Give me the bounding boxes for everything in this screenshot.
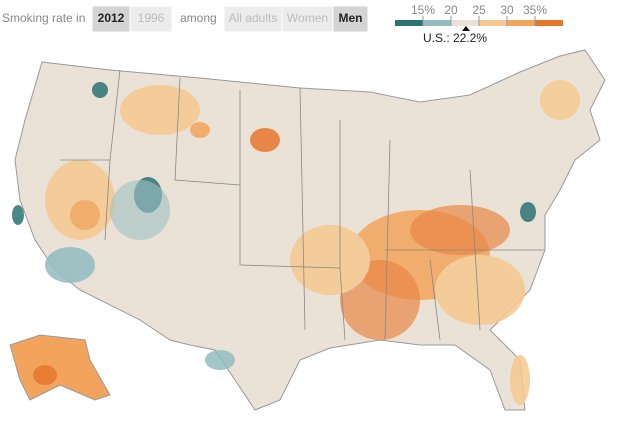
- legend-swatch: [423, 20, 451, 26]
- legend-label: 15%: [411, 3, 435, 17]
- map: [9, 49, 606, 411]
- toggle-button[interactable]: Women: [281, 5, 334, 33]
- us-average: U.S.: 22.2%: [423, 31, 487, 45]
- alaska-outline: [9, 334, 111, 401]
- legend-label: 35%: [523, 3, 547, 17]
- button-label[interactable]: 2012: [98, 11, 125, 25]
- legend-label: 25: [472, 3, 486, 17]
- button-label[interactable]: All adults: [229, 11, 278, 25]
- button-bg[interactable]: [129, 5, 173, 33]
- us-marker: [462, 26, 470, 31]
- legend-swatch: [507, 20, 535, 26]
- legend-label: 20: [444, 3, 458, 17]
- button-label[interactable]: 1996: [138, 11, 165, 25]
- toggle-button[interactable]: All adults: [223, 5, 283, 33]
- button-label[interactable]: Women: [287, 11, 328, 25]
- legend-swatch: [395, 20, 423, 26]
- legend-swatch: [535, 20, 563, 26]
- legend-label: 30: [500, 3, 514, 17]
- among-label: among: [180, 11, 217, 25]
- toggle-button[interactable]: 1996: [129, 5, 173, 33]
- state-lines: [60, 69, 545, 341]
- region-patches: [12, 80, 580, 405]
- button-bg[interactable]: [223, 5, 283, 33]
- button-bg[interactable]: [332, 5, 369, 33]
- legend-swatch: [451, 20, 479, 26]
- legend-swatch: [479, 20, 507, 26]
- button-label[interactable]: Men: [339, 11, 363, 25]
- controls-label: Smoking rate in: [2, 11, 85, 25]
- button-bg[interactable]: [281, 5, 334, 33]
- toggle-button[interactable]: Men: [332, 5, 369, 33]
- toggle-button[interactable]: 2012: [91, 5, 131, 33]
